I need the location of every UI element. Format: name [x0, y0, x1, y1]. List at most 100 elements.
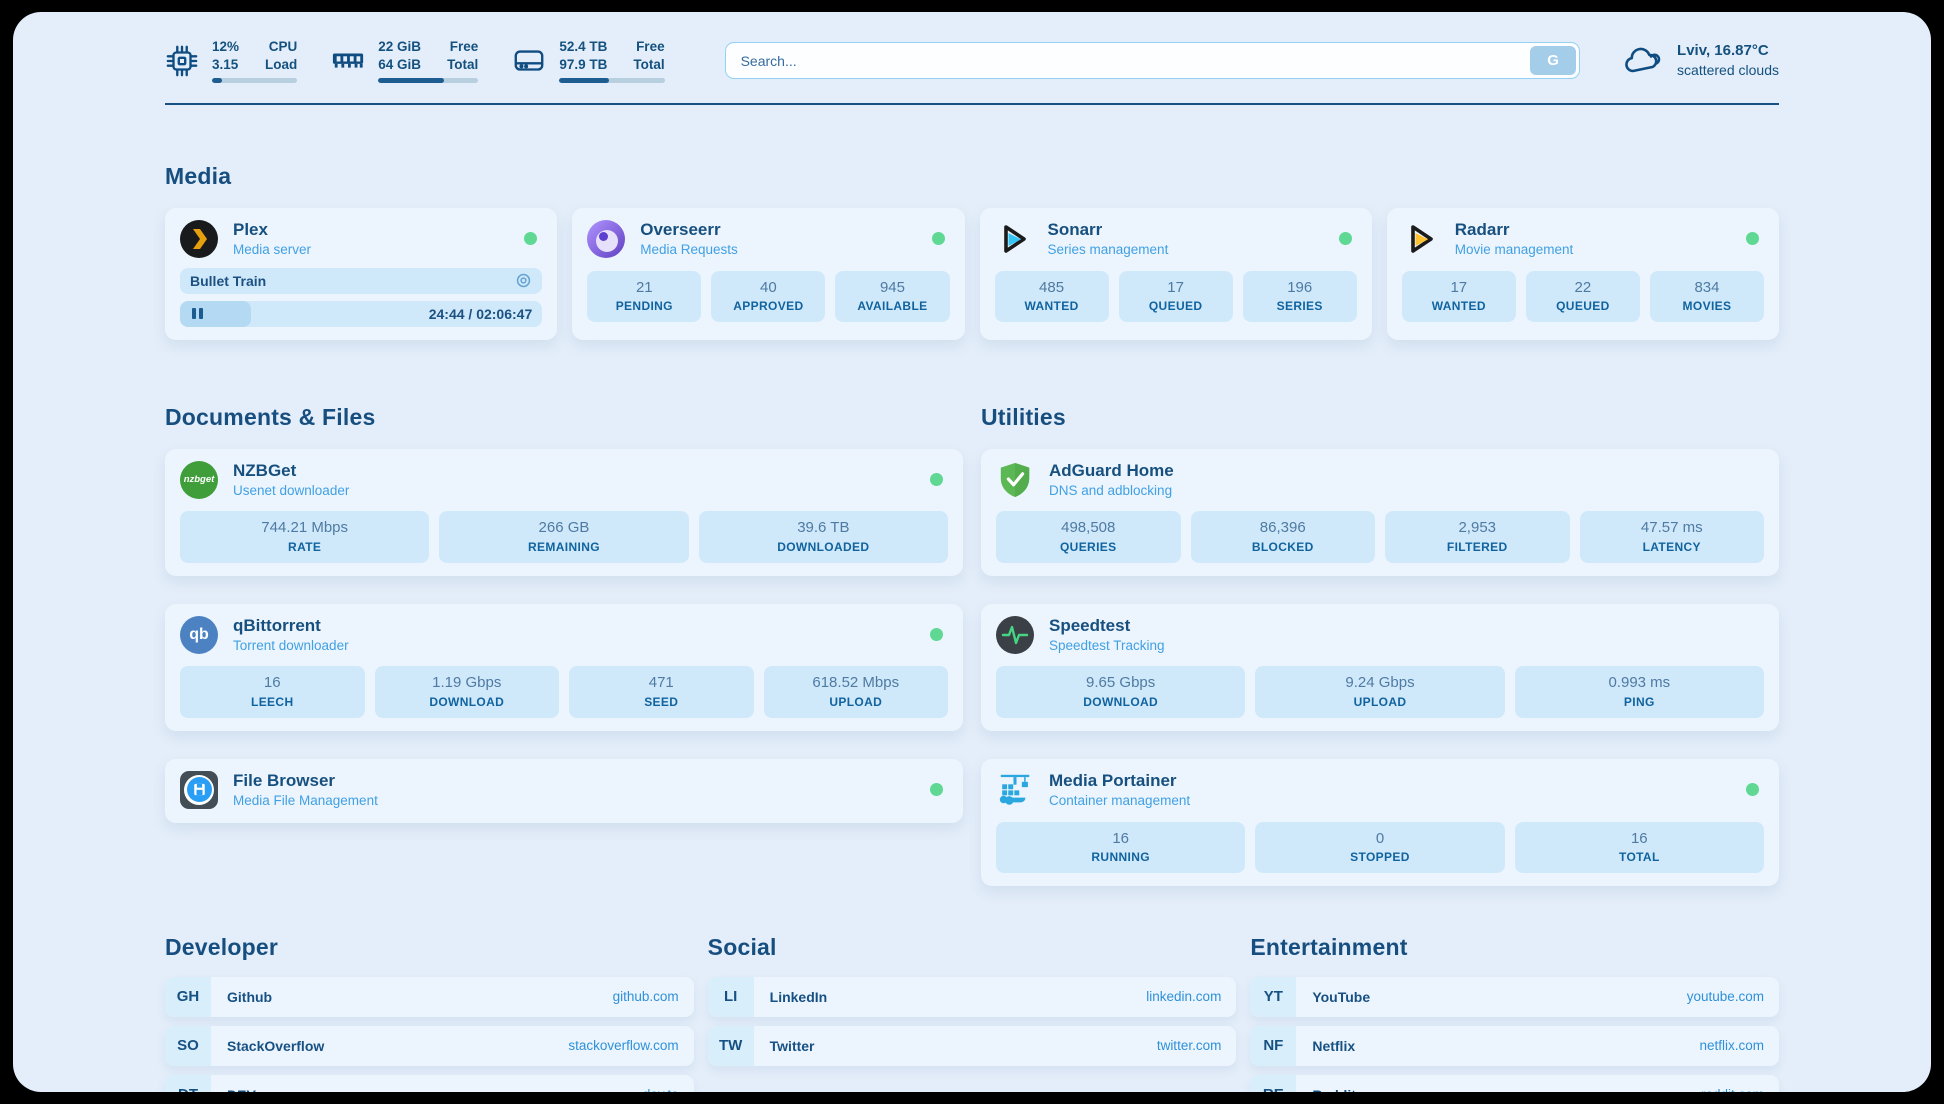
stat-box: 0.993 ms PING: [1514, 666, 1764, 718]
app-card-sonarr[interactable]: Sonarr Series management 485 WANTED 17 Q…: [979, 208, 1372, 340]
app-subtitle: Series management: [1047, 242, 1169, 258]
cpu-icon: [165, 44, 199, 78]
app-card-radarr[interactable]: Radarr Movie management 17 WANTED 22 QUE…: [1386, 208, 1779, 340]
stat-box: 9.24 Gbps UPLOAD: [1255, 666, 1505, 718]
section-title-documents: Documents & Files: [165, 403, 376, 430]
status-dot: [524, 232, 538, 246]
playback-time: 24:44 / 02:06:47: [428, 305, 533, 322]
stat-box: 40 APPROVED: [711, 270, 826, 323]
bookmark-abbr: LI: [707, 976, 754, 1017]
cpu-metric: 12% 3.15 CPU Load: [165, 38, 298, 84]
app-card-nzbget[interactable]: nzbget NZBGet Usenet downloader 744.21 M…: [165, 448, 963, 576]
bookmark-group-entertainment: Entertainment YT YouTube youtube.com NF …: [1250, 934, 1779, 1092]
stat-box: 16 LEECH: [180, 666, 365, 718]
app-subtitle: Usenet downloader: [233, 482, 350, 498]
camera-icon: [515, 272, 532, 289]
section-title-media: Media: [165, 163, 232, 190]
bookmark-stackoverflow[interactable]: SO StackOverflow stackoverflow.com: [165, 1025, 694, 1066]
overseerr-icon: [587, 219, 626, 258]
bookmark-dev[interactable]: DT DEV dev.to: [165, 1074, 694, 1092]
cpu-load-value: 3.15: [212, 56, 239, 72]
section-title-entertainment: Entertainment: [1250, 933, 1408, 960]
bookmark-abbr: NF: [1250, 1025, 1297, 1066]
bookmark-url: twitter.com: [1156, 1038, 1222, 1054]
stat-box: 1.19 Gbps DOWNLOAD: [374, 666, 559, 718]
bookmark-url: stackoverflow.com: [568, 1038, 679, 1054]
bookmark-youtube[interactable]: YT YouTube youtube.com: [1250, 976, 1779, 1017]
stat-box: 485 WANTED: [994, 270, 1109, 323]
app-name: NZBGet: [233, 460, 297, 480]
stat-box: 86,396 BLOCKED: [1190, 511, 1375, 563]
status-dot: [1746, 232, 1759, 246]
disk-total-value: 97.9 TB: [559, 56, 608, 72]
bookmark-name: LinkedIn: [769, 988, 828, 1005]
stat-box: 0 STOPPED: [1255, 821, 1505, 873]
app-subtitle: Media Requests: [640, 242, 738, 258]
app-card-adguard[interactable]: AdGuard Home DNS and adblocking 498,508 …: [981, 448, 1779, 576]
search-engine-badge[interactable]: G: [1530, 46, 1577, 76]
bookmark-name: Github: [227, 988, 273, 1005]
disk-free-label: Free: [636, 39, 665, 54]
bookmark-group-social: Social LI LinkedIn linkedin.com TW Twitt…: [707, 933, 1237, 1066]
status-dot: [930, 627, 943, 641]
stat-box: 2,953 FILTERED: [1385, 511, 1570, 563]
stat-box: 9.65 Gbps DOWNLOAD: [996, 666, 1246, 718]
cloud-icon: [1622, 45, 1664, 77]
bookmark-name: YouTube: [1312, 988, 1371, 1005]
stat-box: 266 GB REMAINING: [439, 511, 689, 563]
weather-location-temp: Lviv, 16.87°C: [1677, 41, 1769, 59]
section-title-utilities: Utilities: [981, 403, 1066, 430]
bookmark-linkedin[interactable]: LI LinkedIn linkedin.com: [707, 976, 1237, 1017]
bookmark-name: Twitter: [769, 1037, 815, 1054]
bookmark-name: DEV: [227, 1087, 256, 1092]
app-name: AdGuard Home: [1049, 460, 1174, 480]
app-card-qbittorrent[interactable]: qb qBittorrent Torrent downloader 16 LEE…: [165, 603, 963, 731]
disk-total-label: Total: [633, 56, 665, 72]
app-name: Media Portainer: [1049, 770, 1177, 790]
bookmark-netflix[interactable]: NF Netflix netflix.com: [1250, 1025, 1779, 1066]
app-card-filebrowser[interactable]: File Browser Media File Management: [165, 758, 963, 823]
adguard-icon: [996, 461, 1034, 499]
search-input[interactable]: [724, 42, 1581, 80]
bookmark-abbr: TW: [707, 1025, 754, 1066]
nzbget-icon: nzbget: [180, 460, 218, 499]
top-bar: 12% 3.15 CPU Load: [165, 38, 1779, 84]
app-card-speedtest[interactable]: Speedtest Speedtest Tracking 9.65 Gbps D…: [981, 603, 1779, 731]
weather-widget: Lviv, 16.87°C scattered clouds: [1622, 41, 1779, 80]
cpu-label: CPU: [268, 39, 298, 54]
section-title-social: Social: [707, 933, 777, 960]
app-name: Plex: [233, 220, 268, 240]
header-divider: [165, 103, 1779, 106]
memory-free-label: Free: [449, 39, 479, 54]
weather-condition: scattered clouds: [1677, 62, 1779, 79]
radarr-icon: [1402, 220, 1440, 258]
app-card-portainer[interactable]: Media Portainer Container management 16 …: [981, 758, 1779, 886]
memory-total-value: 64 GiB: [378, 56, 422, 72]
stat-box: 744.21 Mbps RATE: [180, 511, 430, 563]
memory-free-value: 22 GiB: [378, 39, 422, 54]
app-name: File Browser: [233, 770, 336, 790]
memory-icon: [331, 48, 365, 74]
app-name: Radarr: [1454, 220, 1510, 240]
playback-progress-bar: 24:44 / 02:06:47: [180, 300, 543, 327]
bookmark-url: github.com: [612, 989, 679, 1005]
now-playing-title: Bullet Train: [190, 272, 267, 289]
app-subtitle: Speedtest Tracking: [1049, 637, 1165, 653]
bookmark-github[interactable]: GH Github github.com: [165, 976, 694, 1017]
speedtest-icon: [996, 615, 1034, 654]
bookmark-name: StackOverflow: [227, 1037, 325, 1054]
bookmark-url: linkedin.com: [1146, 989, 1222, 1005]
bookmark-twitter[interactable]: TW Twitter twitter.com: [707, 1025, 1237, 1066]
memory-progress-bar: [378, 78, 479, 84]
app-card-overseerr[interactable]: Overseerr Media Requests 21 PENDING 40 A…: [572, 208, 965, 340]
app-name: Overseerr: [640, 220, 721, 240]
app-subtitle: Media File Management: [233, 792, 378, 808]
plex-icon: [180, 219, 218, 258]
bookmark-group-developer: Developer GH Github github.com SO StackO…: [165, 934, 694, 1092]
stat-box: 498,508 QUERIES: [996, 511, 1181, 563]
app-subtitle: Movie management: [1454, 242, 1574, 258]
app-card-plex[interactable]: Plex Media server Bullet Train 24:44 / 0…: [165, 208, 558, 340]
bookmark-url: netflix.com: [1699, 1038, 1764, 1054]
bookmark-reddit[interactable]: RE Reddit reddit.com: [1250, 1074, 1779, 1092]
bookmark-name: Reddit: [1312, 1087, 1356, 1092]
